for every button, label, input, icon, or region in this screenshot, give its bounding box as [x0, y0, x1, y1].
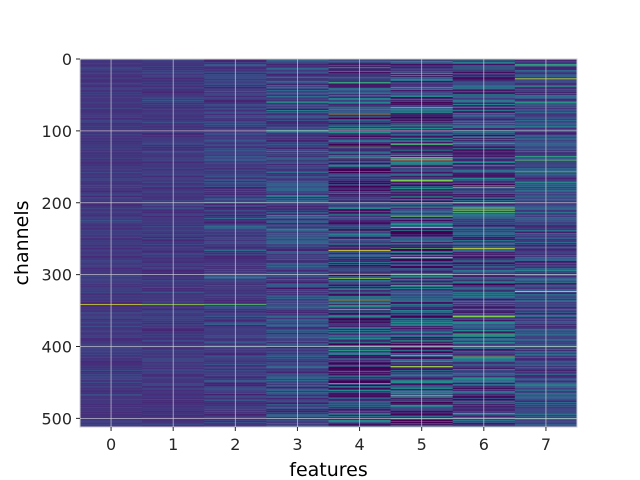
- gridlines: [80, 58, 577, 427]
- y-tick-label: 100: [41, 122, 72, 141]
- plot-frame: [79, 58, 578, 428]
- x-axis-label: features: [289, 459, 368, 480]
- y-axis-ticks: 0 100 200 300 400 500: [41, 50, 80, 428]
- y-tick-label: 300: [41, 266, 72, 285]
- plot-area: [79, 58, 578, 428]
- x-tick-label: 2: [230, 435, 240, 454]
- x-tick-label: 1: [168, 435, 178, 454]
- y-tick-label: 0: [62, 50, 72, 69]
- x-tick-label: 5: [417, 435, 427, 454]
- y-tick-label: 400: [41, 338, 72, 357]
- heatmap-cells: [80, 59, 578, 428]
- x-tick-label: 7: [541, 435, 551, 454]
- x-axis-ticks: 0 1 2 3 4 5 6 7: [106, 427, 551, 454]
- y-axis-label: channels: [11, 200, 33, 285]
- y-tick-label: 200: [41, 194, 72, 213]
- x-tick-label: 6: [479, 435, 489, 454]
- x-tick-label: 3: [292, 435, 302, 454]
- x-tick-label: 4: [354, 435, 364, 454]
- y-tick-label: 500: [41, 409, 72, 428]
- x-tick-label: 0: [106, 435, 116, 454]
